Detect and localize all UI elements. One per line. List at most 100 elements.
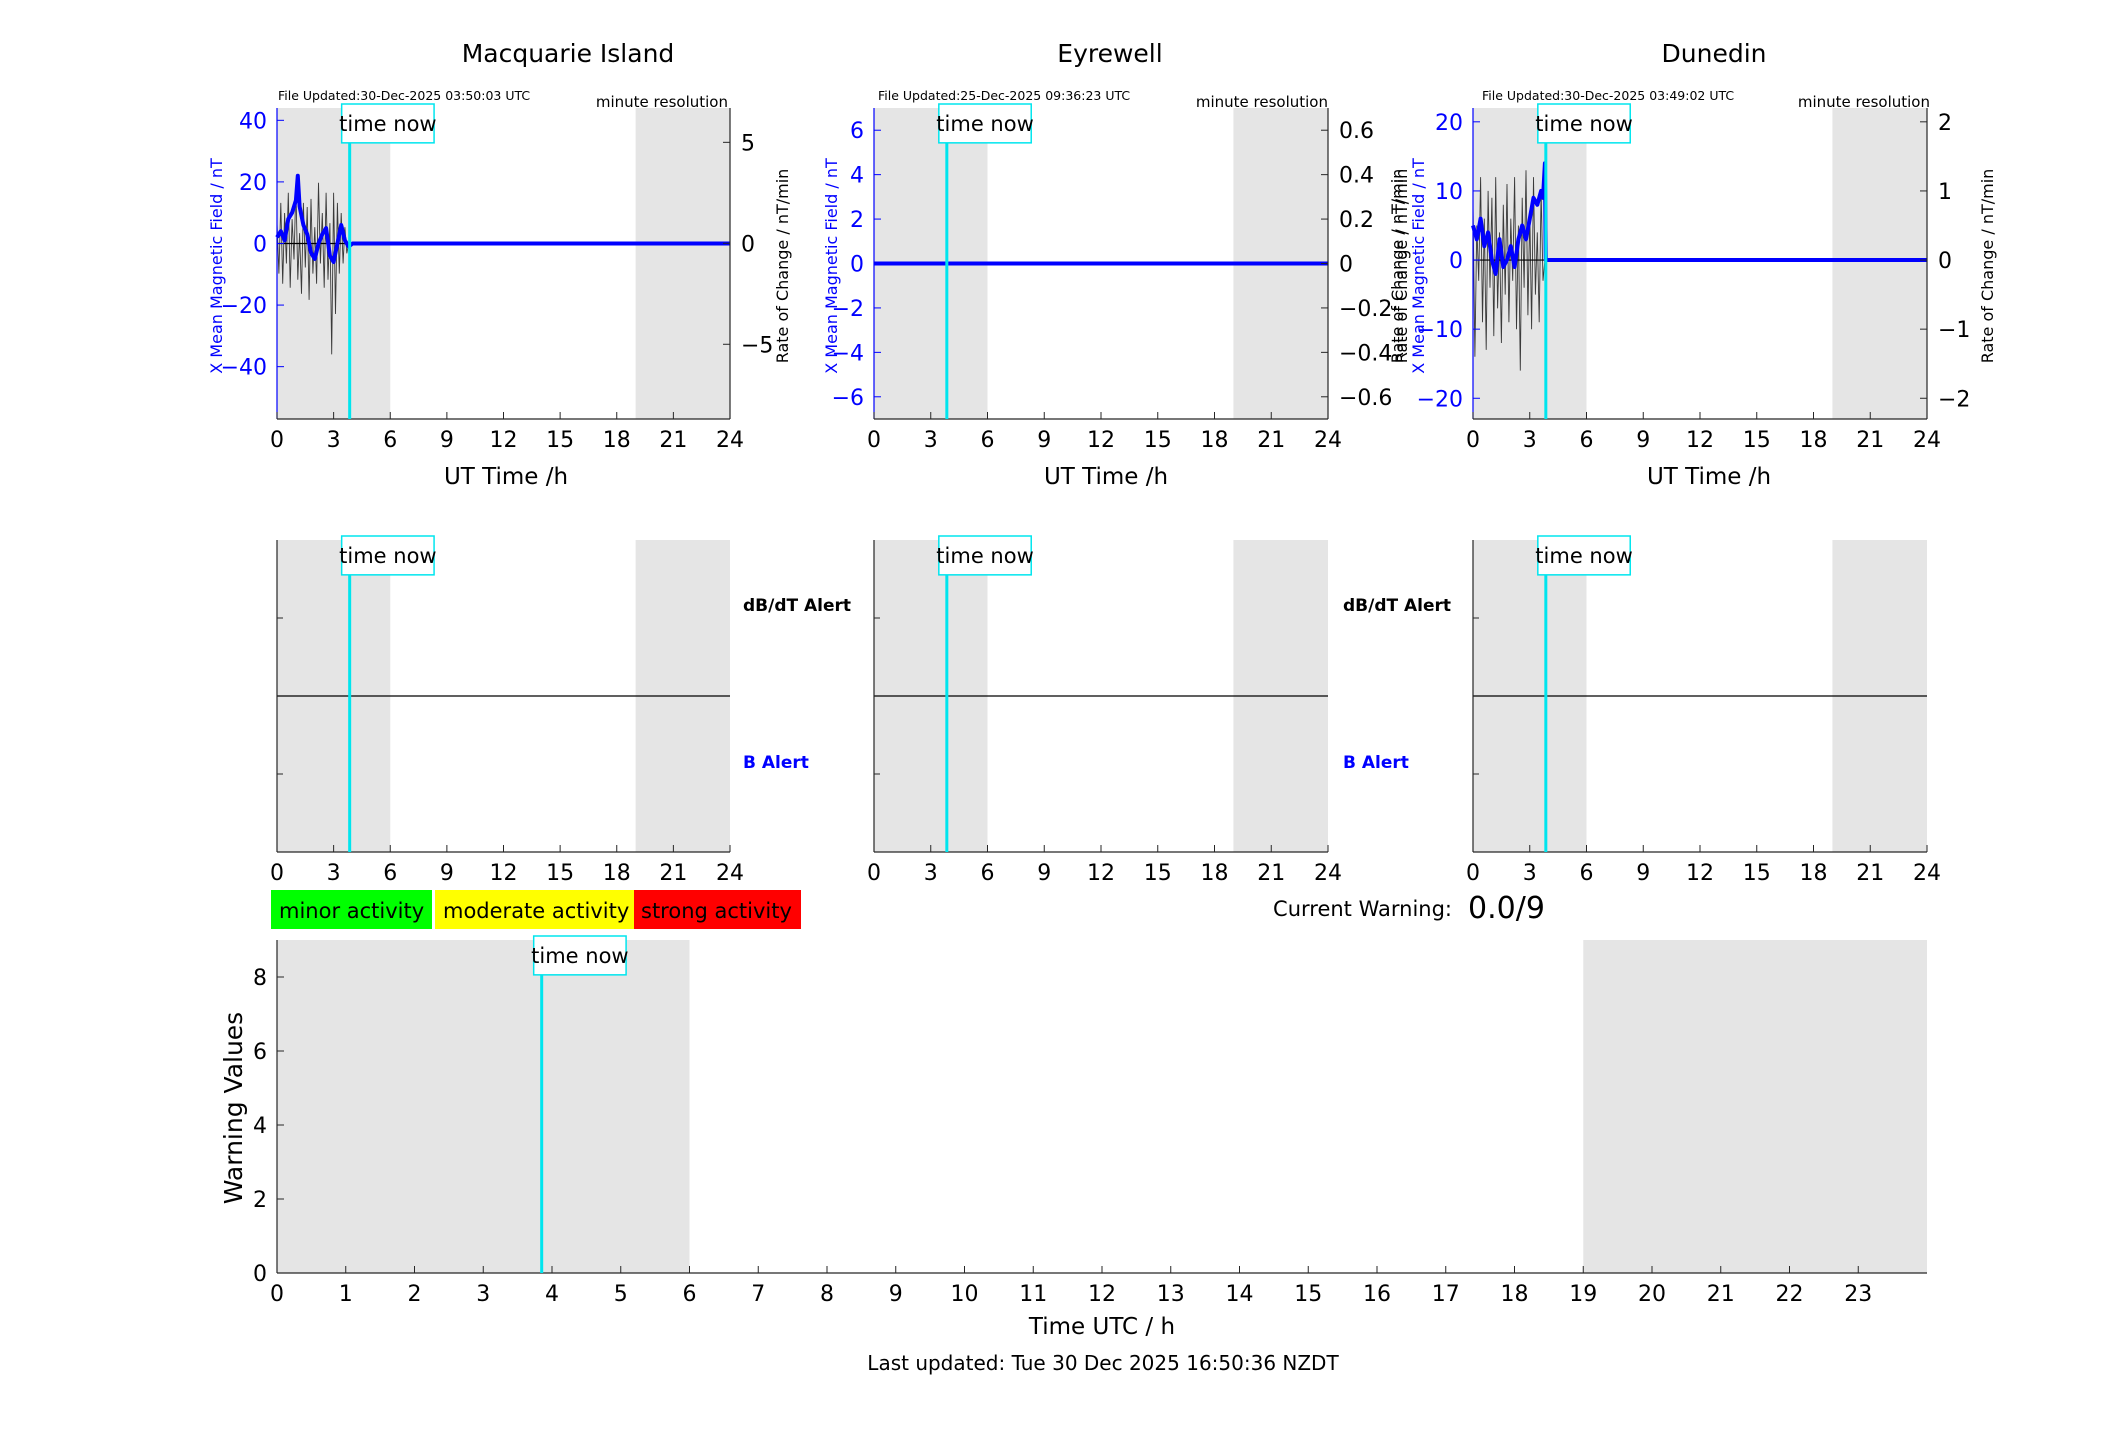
warning-y-tick-label: 6	[253, 1040, 267, 1065]
x-tick-label: 20	[1638, 1282, 1666, 1307]
night-shading-1	[1832, 108, 1927, 419]
rate-of-change-line	[1472, 170, 1546, 371]
right-y-tick-label: −1	[1938, 318, 1970, 343]
x-tick-label: 21	[659, 861, 687, 886]
left-y-tick-label: 2	[850, 208, 864, 233]
time-now-box	[532, 935, 627, 976]
night-shading-0	[277, 940, 690, 1273]
right-y-tick-label: −0.6	[1339, 386, 1392, 411]
x-tick-label: 10	[951, 1282, 979, 1307]
warning-y-axis-label: Warning Values	[219, 1012, 248, 1204]
right-y-tick-label: 0.4	[1339, 164, 1374, 189]
right-y-tick-label: 0	[741, 232, 755, 257]
time-now-label: time now	[1535, 112, 1632, 136]
warning-y-tick-label: 8	[253, 966, 267, 991]
x-tick-label: 3	[476, 1282, 490, 1307]
legend-label-moderate: moderate activity	[443, 899, 629, 923]
right-y-tick-label: 0.2	[1339, 208, 1374, 233]
right-y-tick-label: 0	[1339, 253, 1353, 278]
x-tick-label: 15	[546, 861, 574, 886]
x-tick-label: 24	[1913, 428, 1941, 453]
resolution-label: minute resolution	[1196, 93, 1328, 111]
x-tick-label: 6	[683, 1282, 697, 1307]
x-tick-label: 5	[614, 1282, 628, 1307]
b-alert-label: B Alert	[1343, 753, 1409, 773]
x-axis-label: UT Time /h	[444, 464, 568, 490]
legend-label-strong: strong activity	[641, 899, 792, 923]
right-y-tick-label: 2	[1938, 111, 1952, 136]
right-y-tick-label: 0.6	[1339, 119, 1374, 144]
left-y-tick-label: −10	[1417, 318, 1463, 343]
warning-y-tick-label: 2	[253, 1188, 267, 1213]
x-tick-label: 15	[546, 428, 574, 453]
db-alert-label: dB/dT Alert	[1343, 596, 1451, 616]
resolution-label: minute resolution	[1798, 93, 1930, 111]
file-updated-label: File Updated:30-Dec-2025 03:50:03 UTC	[278, 88, 530, 103]
right-y-tick-label: −5	[741, 333, 773, 358]
left-y-tick-label: −20	[1417, 387, 1463, 412]
time-now-label: time now	[1535, 544, 1632, 568]
file-updated-label: File Updated:30-Dec-2025 03:49:02 UTC	[1482, 88, 1734, 103]
x-tick-label: 12	[490, 861, 518, 886]
panel-macquarie-island: Macquarie Island File Updated:30-Dec-202…	[207, 39, 792, 490]
x-tick-label: 9	[1636, 428, 1650, 453]
x-tick-label: 9	[440, 861, 454, 886]
x-tick-label: 22	[1776, 1282, 1804, 1307]
file-updated-label: File Updated:25-Dec-2025 09:36:23 UTC	[878, 88, 1130, 103]
left-y-tick-label: 0	[850, 253, 864, 278]
night-shading-0	[1473, 108, 1587, 419]
current-warning-value: 0.0/9	[1468, 891, 1545, 926]
x-tick-label: 18	[1501, 1282, 1529, 1307]
left-y-tick-label: −20	[221, 294, 267, 319]
x-tick-label: 12	[1087, 428, 1115, 453]
x-tick-label: 12	[1686, 428, 1714, 453]
x-tick-label: 9	[1636, 861, 1650, 886]
time-now-label: time now	[936, 544, 1033, 568]
x-tick-label: 24	[1314, 861, 1342, 886]
x-tick-label: 21	[1257, 861, 1285, 886]
time-now-label: time now	[531, 944, 628, 968]
left-y-tick-label: 10	[1435, 180, 1463, 205]
left-y-tick-label: −4	[832, 341, 864, 366]
x-tick-label: 3	[924, 861, 938, 886]
x-tick-label: 18	[1800, 861, 1828, 886]
left-y-tick-label: 0	[253, 232, 267, 257]
x-tick-label: 0	[270, 1282, 284, 1307]
panel-title: Eyrewell	[1057, 39, 1162, 68]
x-tick-label: 18	[1800, 428, 1828, 453]
night-shading-1	[1583, 940, 1927, 1273]
x-axis-label: UT Time /h	[1647, 464, 1771, 490]
x-tick-label: 14	[1226, 1282, 1254, 1307]
x-tick-label: 11	[1019, 1282, 1047, 1307]
current-warning-label: Current Warning:	[1273, 897, 1452, 921]
x-tick-label: 24	[1314, 428, 1342, 453]
warning-y-tick-label: 4	[253, 1114, 267, 1139]
time-now-label: time now	[339, 544, 436, 568]
x-tick-label: 1	[339, 1282, 353, 1307]
left-y-tick-label: 20	[239, 171, 267, 196]
time-now-box	[340, 103, 435, 144]
left-axis-label: X Mean Magnetic Field / nT	[1409, 158, 1428, 374]
x-tick-label: 18	[603, 861, 631, 886]
x-tick-label: 23	[1844, 1282, 1872, 1307]
x-tick-label: 3	[1523, 428, 1537, 453]
left-y-tick-label: 40	[239, 109, 267, 134]
panel-title: Dunedin	[1662, 39, 1767, 68]
x-tick-label: 8	[820, 1282, 834, 1307]
x-tick-label: 18	[1201, 428, 1229, 453]
x-tick-label: 21	[1856, 428, 1884, 453]
x-tick-label: 15	[1294, 1282, 1322, 1307]
left-y-tick-label: −2	[832, 297, 864, 322]
macquarie-alert-area: 0 3 6 9 12 15 18 21 24 time now	[270, 535, 744, 886]
panel-title: Macquarie Island	[462, 39, 675, 68]
x-tick-label: 13	[1157, 1282, 1185, 1307]
x-tick-label: 6	[1580, 428, 1594, 453]
right-y-tick-label: 0	[1938, 249, 1952, 274]
x-tick-label: 0	[1466, 428, 1480, 453]
x-tick-label: 12	[1088, 1282, 1116, 1307]
panel-eyrewell: Eyrewell File Updated:25-Dec-2025 09:36:…	[822, 39, 1411, 490]
